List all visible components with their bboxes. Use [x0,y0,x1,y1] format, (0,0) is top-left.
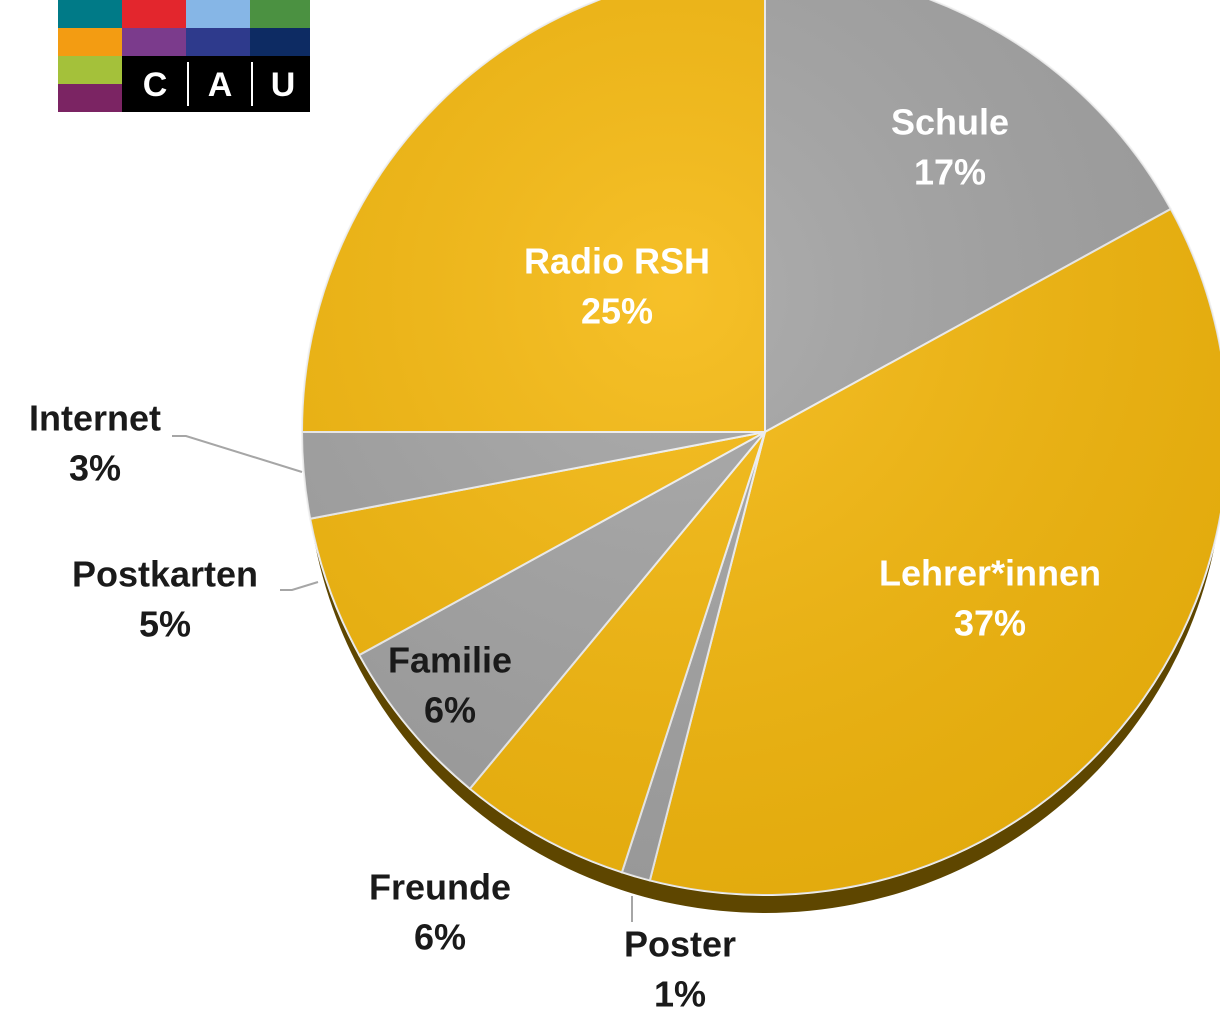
logo-letter: C [143,66,168,104]
slice-label: Freunde [369,867,511,908]
leader-line [172,435,303,473]
value-label: 5% [139,604,191,645]
slice-label: Lehrer*innen [879,553,1101,594]
value-label: 17% [914,152,986,193]
leader-line [280,581,319,591]
value-label: 37% [954,603,1026,644]
pie-slice [300,0,766,433]
slice-label: Postkarten [72,554,258,595]
leader-lines [172,435,633,922]
value-label: 1% [654,974,706,1012]
logo-letter: U [271,66,296,104]
value-label: 6% [414,917,466,958]
logo-letter: A [208,66,233,104]
slice-label: Poster [624,924,736,965]
value-label: 25% [581,291,653,332]
value-label: 3% [69,448,121,489]
slice-label: Familie [388,640,512,681]
pie [300,0,1220,913]
logo: C A U [58,0,310,112]
slice-label: Schule [891,102,1009,143]
value-label: 6% [424,690,476,731]
slice-label: Radio RSH [524,241,710,282]
slice-label: Internet [29,398,161,439]
